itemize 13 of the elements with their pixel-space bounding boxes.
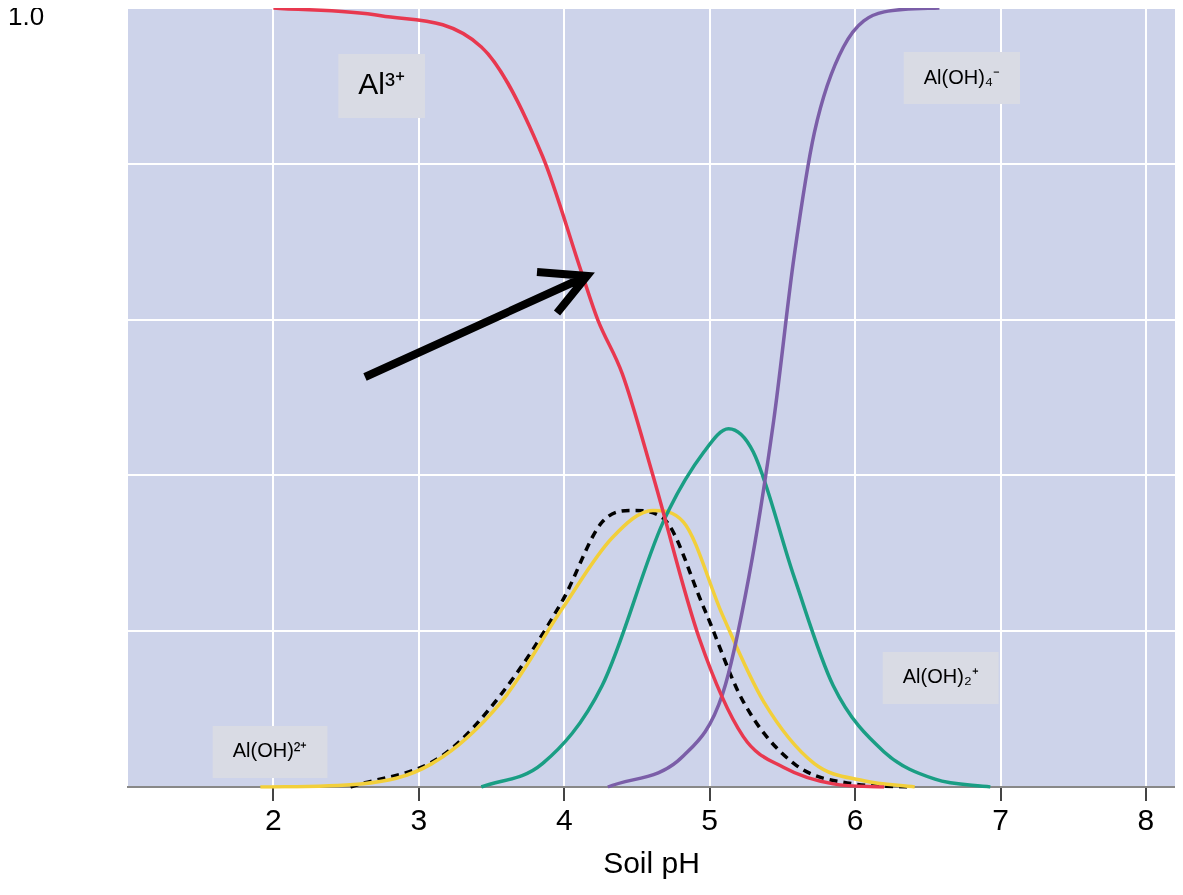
text: Al(OH)₂⁺ xyxy=(902,665,979,688)
x-tick-label: 7 xyxy=(992,803,1009,837)
x-tick-label: 2 xyxy=(265,803,282,837)
series-label: Al³⁺ xyxy=(358,67,406,101)
x-tick-label: 6 xyxy=(846,803,864,837)
x-tick-label: 8 xyxy=(1137,803,1155,837)
text: Al(OH)₄⁻ xyxy=(923,65,1000,88)
x-axis-title: Soil pH xyxy=(603,846,700,880)
text: 1.0 xyxy=(8,1,45,32)
x-tick-label: 5 xyxy=(701,803,719,837)
x-tick-label: 4 xyxy=(555,803,573,837)
x-tick-label: 3 xyxy=(410,803,428,837)
series-label: Al(OH)²⁺ xyxy=(232,739,308,762)
